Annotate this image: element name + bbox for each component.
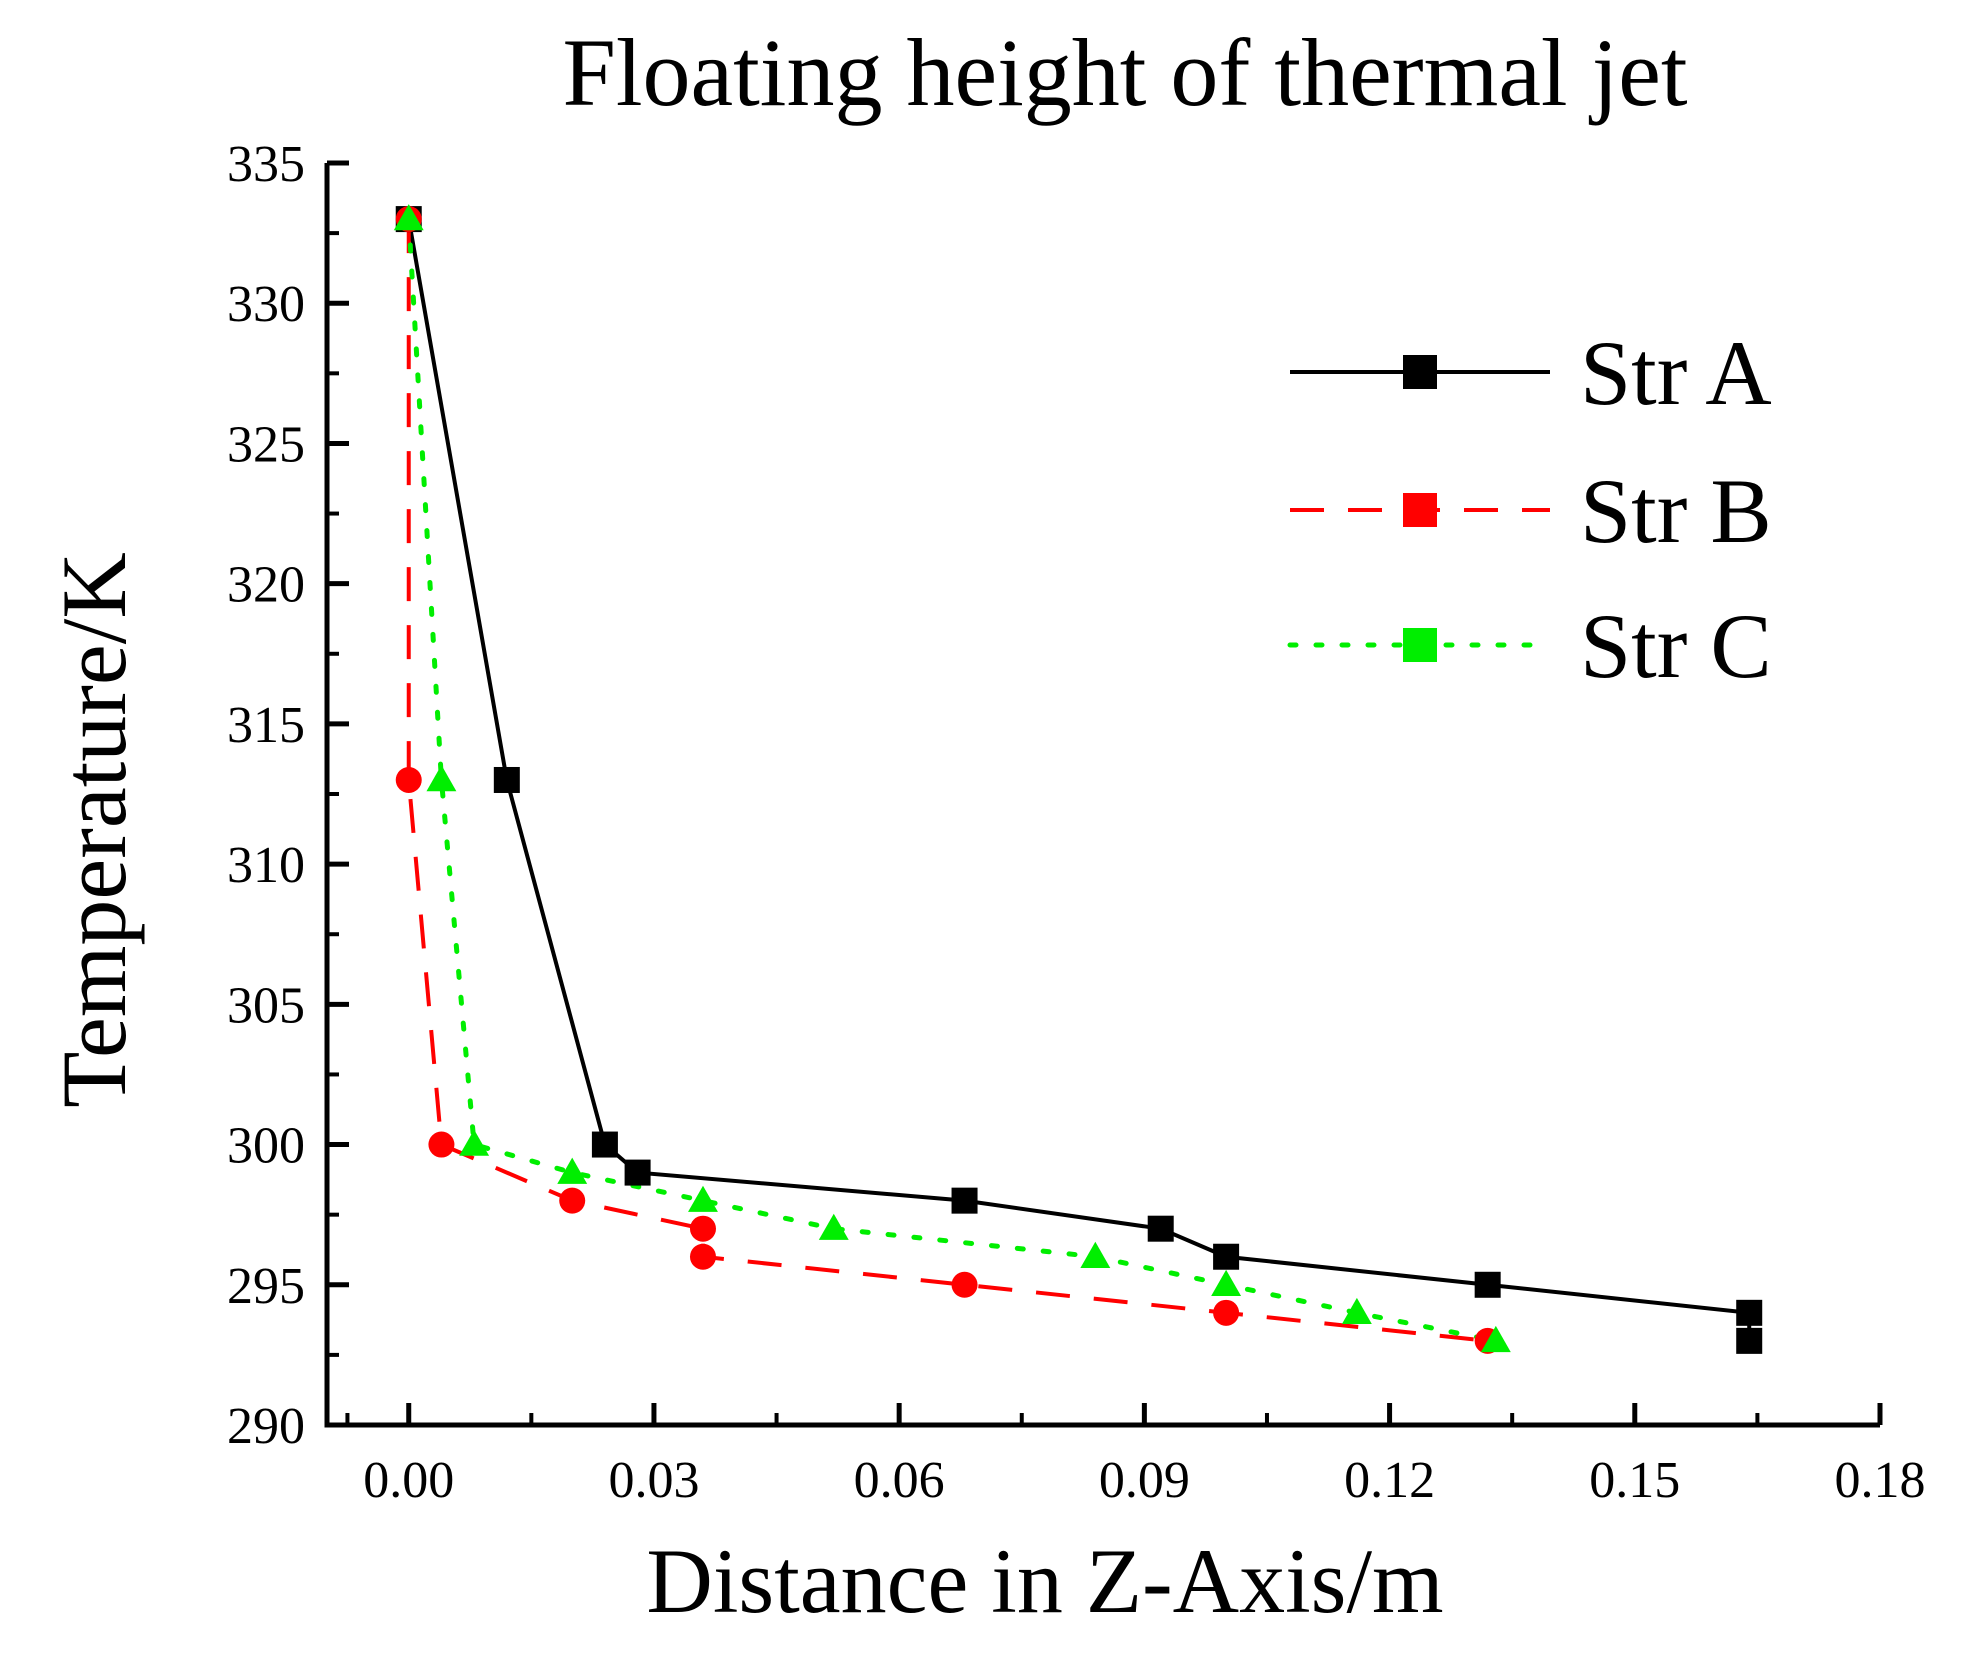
legend-label: Str B xyxy=(1580,460,1772,562)
data-point-str-c xyxy=(1211,1269,1242,1296)
x-ticks: 0.00 0.03 0.06 0.09 0.12 0.15 0.18 xyxy=(345,1403,1926,1509)
y-tick-label: 335 xyxy=(227,136,305,193)
data-point-str-a xyxy=(493,766,520,793)
x-axis-label: Distance in Z-Axis/m xyxy=(646,1530,1443,1632)
y-axis-label: Temperature/K xyxy=(43,552,145,1108)
legend-marker xyxy=(1403,493,1437,527)
data-point-str-a xyxy=(1736,1299,1763,1326)
legend: Str A Str B Str C xyxy=(1287,322,1772,697)
y-tick-label: 320 xyxy=(227,557,305,614)
chart-title: Floating height of thermal jet xyxy=(562,19,1687,126)
data-point-str-a xyxy=(1474,1271,1501,1298)
data-point-str-b xyxy=(395,766,422,793)
data-point-str-a xyxy=(951,1187,978,1214)
data-point-str-c xyxy=(1341,1297,1372,1325)
series-line-str-a xyxy=(406,218,1752,1341)
series-lines xyxy=(406,216,1752,1344)
data-point-str-c xyxy=(1480,1325,1511,1353)
y-tick-label: 330 xyxy=(227,276,305,333)
x-tick-label: 0.00 xyxy=(363,1452,454,1509)
x-tick-label: 0.15 xyxy=(1589,1452,1680,1509)
x-tick-label: 0.18 xyxy=(1835,1452,1926,1509)
data-point-str-b xyxy=(689,1243,716,1270)
data-point-str-b xyxy=(428,1131,455,1158)
x-tick-label: 0.06 xyxy=(854,1452,945,1509)
data-point-str-c xyxy=(459,1129,490,1156)
y-ticks: 290 295 300 305 310 315 320 325 330 335 xyxy=(227,136,349,1455)
y-tick-label: 300 xyxy=(227,1118,305,1175)
x-tick-label: 0.09 xyxy=(1099,1452,1190,1509)
data-point-str-c xyxy=(688,1185,718,1212)
legend-item-str-b: Str B xyxy=(1290,460,1772,562)
series-markers xyxy=(393,204,1763,1354)
data-point-str-a xyxy=(591,1131,618,1158)
data-point-str-c xyxy=(393,204,424,231)
y-tick-label: 310 xyxy=(227,837,305,894)
data-point-str-a xyxy=(1213,1243,1240,1270)
data-point-str-c xyxy=(426,765,457,792)
data-point-str-a xyxy=(1147,1215,1174,1242)
data-point-str-b xyxy=(689,1215,716,1242)
x-tick-label: 0.03 xyxy=(608,1452,699,1509)
data-point-str-b xyxy=(1213,1299,1240,1326)
data-point-str-b xyxy=(951,1271,978,1298)
y-tick-label: 325 xyxy=(227,416,305,473)
data-point-str-b xyxy=(559,1187,586,1214)
legend-marker xyxy=(1403,628,1437,662)
y-tick-label: 295 xyxy=(227,1258,305,1315)
legend-item-str-a: Str A xyxy=(1290,322,1772,424)
legend-item-str-c: Str C xyxy=(1287,595,1772,697)
data-point-str-a xyxy=(624,1159,651,1186)
y-tick-label: 315 xyxy=(227,697,305,754)
y-tick-label: 290 xyxy=(227,1398,305,1455)
legend-label: Str C xyxy=(1580,595,1772,697)
y-tick-label: 305 xyxy=(227,977,305,1034)
x-tick-label: 0.12 xyxy=(1344,1452,1435,1509)
data-point-str-c xyxy=(1080,1241,1111,1268)
legend-marker xyxy=(1403,355,1437,389)
data-point-str-c xyxy=(557,1157,588,1184)
data-point-str-c xyxy=(818,1213,849,1240)
data-point-str-a xyxy=(1736,1327,1763,1354)
legend-label: Str A xyxy=(1580,322,1772,424)
